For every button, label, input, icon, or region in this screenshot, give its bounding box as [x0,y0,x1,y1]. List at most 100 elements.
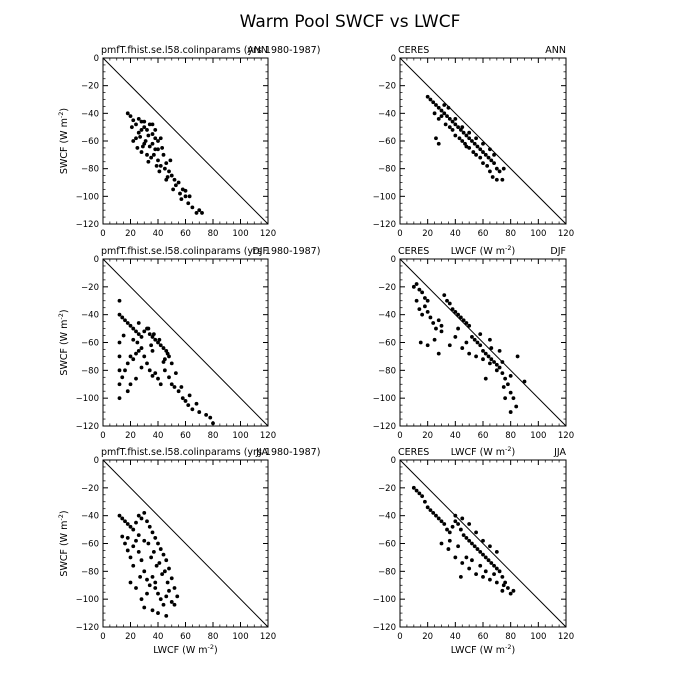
data-point [157,337,162,342]
data-point [467,566,472,571]
scatter-panel-2: 0 20 40 60 80 100 120−120−100−80−60−40−200CERE… [373,45,574,239]
data-point [153,580,158,585]
data-point [506,586,510,590]
data-point [453,513,458,518]
data-point [458,575,463,579]
data-point [508,390,513,395]
data-point [142,354,147,359]
data-point [134,586,138,590]
panel-title-center: LWCF (W m-2) [451,445,516,458]
x-axis-label: LWCF (W m-2) [153,643,218,656]
data-point [443,122,448,127]
data-point [142,605,147,610]
data-point [131,118,136,123]
y-tick-label: −120 [373,422,396,432]
data-point [151,152,156,157]
data-point [483,351,488,356]
data-point [154,164,159,168]
data-point [420,494,425,499]
data-point [446,547,451,551]
data-point [431,100,436,105]
data-point [150,374,155,378]
data-point [428,315,433,320]
data-point [200,211,204,215]
data-point [139,335,144,339]
data-point [136,116,141,121]
data-point [147,122,152,127]
data-point [134,351,138,356]
data-point [161,602,166,607]
data-point [470,139,474,143]
y-axis-label-exponent: -2 [57,514,65,520]
data-point [488,544,492,549]
data-point [470,541,474,546]
x-tick-label: 40 [450,229,461,239]
data-point [464,536,469,540]
data-point [211,421,215,426]
y-tick-label: −100 [373,394,396,404]
data-point [515,354,520,359]
data-point [156,158,160,163]
y-axis-label: SWCF (W m-2) [57,108,70,174]
data-point [117,298,122,303]
panel-title-left: CERES [398,246,429,257]
panel-title-center-tail: ) [512,246,516,257]
x-tick-label: 20 [422,632,433,642]
x-tick-label: 60 [180,632,191,642]
x-tick-label: 0 [100,229,105,239]
data-point [142,119,147,124]
data-point [164,613,169,618]
data-point [172,385,177,389]
data-point [447,116,452,121]
data-point [494,362,499,367]
data-point [434,513,438,518]
data-point [173,183,178,188]
data-point [439,519,444,524]
data-point [494,580,499,585]
data-point [503,376,508,381]
data-point [153,371,158,376]
data-point [165,580,170,585]
data-point [135,340,140,345]
data-point [183,399,188,403]
y-tick-label: −60 [378,137,396,147]
data-point [139,128,144,132]
x-tick-label: 0 [100,431,105,441]
data-point [123,318,127,323]
data-point [456,312,460,317]
scatter-panel-3: 0 20 40 60 80 100 120−120−100−80−60−40−200pmfT… [57,246,320,441]
data-point [483,569,488,574]
y-tick-label: −20 [378,283,396,293]
data-point [425,505,430,510]
data-point [500,575,505,579]
data-point [490,175,495,179]
data-point [475,340,480,345]
data-point [425,343,430,348]
data-point [158,382,163,387]
data-point [500,588,505,593]
y-axis-label-tail: ) [59,108,70,112]
data-point [446,105,451,110]
data-point [411,485,416,490]
x-tick-label: 80 [208,632,219,642]
data-point [453,519,458,524]
data-point [128,323,133,328]
data-point [488,361,492,366]
x-tick-label: 0 [397,431,402,441]
data-point [131,139,136,143]
data-point [167,375,171,380]
data-point [453,309,458,314]
data-point [161,552,166,557]
data-point [129,125,134,130]
data-point [154,563,159,568]
y-tick-label: −60 [378,540,396,550]
data-point [474,354,478,359]
data-point [494,368,499,373]
data-point [472,337,477,342]
figure-title: Warm Pool SWCF vs LWCF [240,12,461,32]
data-point [136,533,141,538]
data-point [197,208,202,213]
data-point [494,177,499,182]
data-point [474,152,478,157]
data-point [134,329,138,334]
